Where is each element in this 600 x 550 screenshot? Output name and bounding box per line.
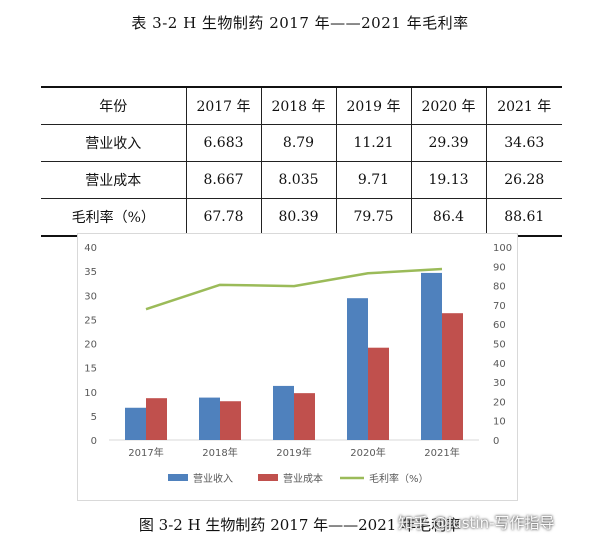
header-cell-2017: 2017 年	[185, 86, 262, 125]
header-cell-2019: 2019 年	[335, 86, 412, 125]
row-label: 营业收入	[41, 124, 187, 162]
legend-swatch	[258, 474, 278, 481]
table-cell: 34.63	[485, 124, 562, 162]
left-axis-tick-label: 35	[84, 267, 97, 278]
right-axis-tick-label: 0	[493, 436, 499, 447]
watermark: 知乎 @Justin-写作指导	[398, 514, 555, 532]
left-axis-tick-label: 15	[84, 364, 97, 375]
left-axis-tick-label: 0	[91, 436, 97, 447]
bar-revenue	[421, 272, 442, 440]
figure-caption: 图 3-2 H 生物制药 2017 年——2021 年毛利率	[138, 516, 462, 534]
table-row-cost: 营业成本 8.667 8.035 9.71 19.13 26.28	[41, 161, 562, 199]
right-axis-tick-label: 60	[493, 320, 506, 331]
x-axis-tick-label: 2021年	[424, 446, 459, 459]
left-axis-tick-label: 10	[84, 388, 97, 399]
row-label: 毛利率（%）	[41, 198, 187, 237]
x-axis-tick-label: 2017年	[128, 446, 163, 459]
right-axis-tick-label: 20	[493, 397, 506, 408]
bar-cost	[368, 347, 389, 440]
x-axis-tick-label: 2018年	[202, 446, 237, 459]
table-cell: 80.39	[260, 198, 337, 237]
table-row-gross-margin: 毛利率（%） 67.78 80.39 79.75 86.4 88.61	[41, 198, 562, 237]
left-axis-tick-label: 40	[84, 243, 97, 254]
table-header-row: 年份 2017 年 2018 年 2019 年 2020 年 2021 年	[41, 86, 562, 125]
table-row-revenue: 营业收入 6.683 8.79 11.21 29.39 34.63	[41, 124, 562, 162]
table-cell: 26.28	[485, 161, 562, 199]
right-axis-tick-label: 70	[493, 301, 506, 312]
chart-container: 0 5 10 15 20 25 30 35 40 0 10 20 30 40 50 60 70 80 90 100 20…	[77, 233, 518, 501]
legend-label: 营业成本	[283, 472, 323, 485]
table-cell: 11.21	[335, 124, 412, 162]
bar-cost	[442, 313, 463, 440]
table-cell: 6.683	[185, 124, 262, 162]
left-axis-tick-label: 25	[84, 315, 97, 326]
data-table: 年份 2017 年 2018 年 2019 年 2020 年 2021 年 营业…	[41, 86, 562, 237]
bar-revenue	[347, 298, 368, 440]
right-axis-tick-label: 80	[493, 282, 506, 293]
left-axis-tick-label: 20	[84, 340, 97, 351]
bar-cost	[146, 398, 167, 440]
right-axis-tick-label: 100	[493, 243, 512, 254]
table-cell: 67.78	[185, 198, 262, 237]
legend-swatch	[168, 474, 188, 481]
combo-chart: 0 5 10 15 20 25 30 35 40 0 10 20 30 40 50 60 70 80 90 100 20…	[84, 243, 512, 485]
table-cell: 86.4	[410, 198, 487, 237]
table-title: 表 3-2 H 生物制药 2017 年——2021 年毛利率	[131, 14, 469, 32]
table-cell: 19.13	[410, 161, 487, 199]
bar-cost	[220, 401, 241, 440]
right-axis-tick-label: 90	[493, 262, 506, 273]
right-axis-tick-label: 40	[493, 359, 506, 370]
bar-revenue	[125, 407, 146, 440]
bar-revenue	[273, 385, 294, 440]
table-cell: 79.75	[335, 198, 412, 237]
table-cell: 9.71	[335, 161, 412, 199]
right-axis-tick-label: 30	[493, 378, 506, 389]
bar-revenue	[199, 397, 220, 440]
table-cell: 8.035	[260, 161, 337, 199]
table-cell: 29.39	[410, 124, 487, 162]
x-axis-tick-label: 2020年	[350, 446, 385, 459]
left-axis-tick-label: 5	[91, 412, 97, 423]
table-cell: 88.61	[485, 198, 562, 237]
bar-cost	[294, 393, 315, 440]
right-axis-tick-label: 50	[493, 340, 506, 351]
legend-label: 毛利率（%）	[369, 472, 429, 485]
legend-label: 营业收入	[193, 472, 233, 485]
table-cell: 8.667	[185, 161, 262, 199]
header-cell-2021: 2021 年	[485, 86, 562, 125]
right-axis-tick-label: 10	[493, 417, 506, 428]
table-cell: 8.79	[260, 124, 337, 162]
page-header-fragment	[0, 0, 600, 6]
header-cell-2020: 2020 年	[410, 86, 487, 125]
x-axis-tick-label: 2019年	[276, 446, 311, 459]
left-axis-tick-label: 30	[84, 291, 97, 302]
header-cell-year: 年份	[41, 86, 187, 125]
header-cell-2018: 2018 年	[260, 86, 337, 125]
row-label: 营业成本	[41, 161, 187, 199]
gross-margin-line	[145, 267, 443, 311]
